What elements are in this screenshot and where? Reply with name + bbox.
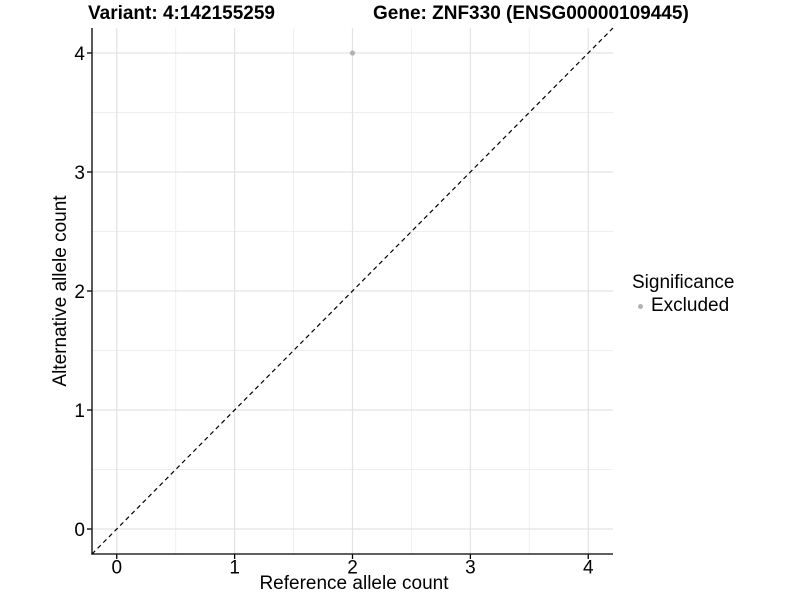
svg-text:4: 4: [74, 44, 85, 65]
svg-text:1: 1: [229, 558, 240, 579]
svg-text:0: 0: [111, 558, 122, 579]
variant-title: Variant: 4:142155259: [88, 3, 275, 24]
svg-text:2: 2: [347, 558, 358, 579]
data-points-excluded: [349, 50, 356, 56]
x-tick-labels: 0 1 2 3 4: [111, 558, 593, 579]
svg-text:3: 3: [74, 163, 85, 184]
x-axis-title: Reference allele count: [259, 573, 449, 594]
gene-title: Gene: ZNF330 (ENSG00000109445): [373, 3, 689, 24]
svg-text:3: 3: [465, 558, 476, 579]
svg-text:4: 4: [583, 558, 594, 579]
legend-entry-label: Excluded: [651, 295, 730, 316]
axis-lines: [91, 28, 613, 555]
svg-text:2: 2: [74, 282, 85, 303]
legend-title: Significance: [632, 272, 735, 293]
tick-marks: [87, 52, 589, 559]
legend-entry: Excluded: [632, 295, 734, 316]
data-point: [349, 50, 356, 56]
legend-point-icon: [638, 303, 643, 309]
legend: Significance Excluded: [632, 272, 734, 316]
svg-text:0: 0: [74, 520, 85, 541]
identity-line: [91, 27, 614, 555]
y-tick-labels: 0 1 2 3 4: [74, 44, 85, 541]
svg-text:1: 1: [74, 401, 85, 422]
